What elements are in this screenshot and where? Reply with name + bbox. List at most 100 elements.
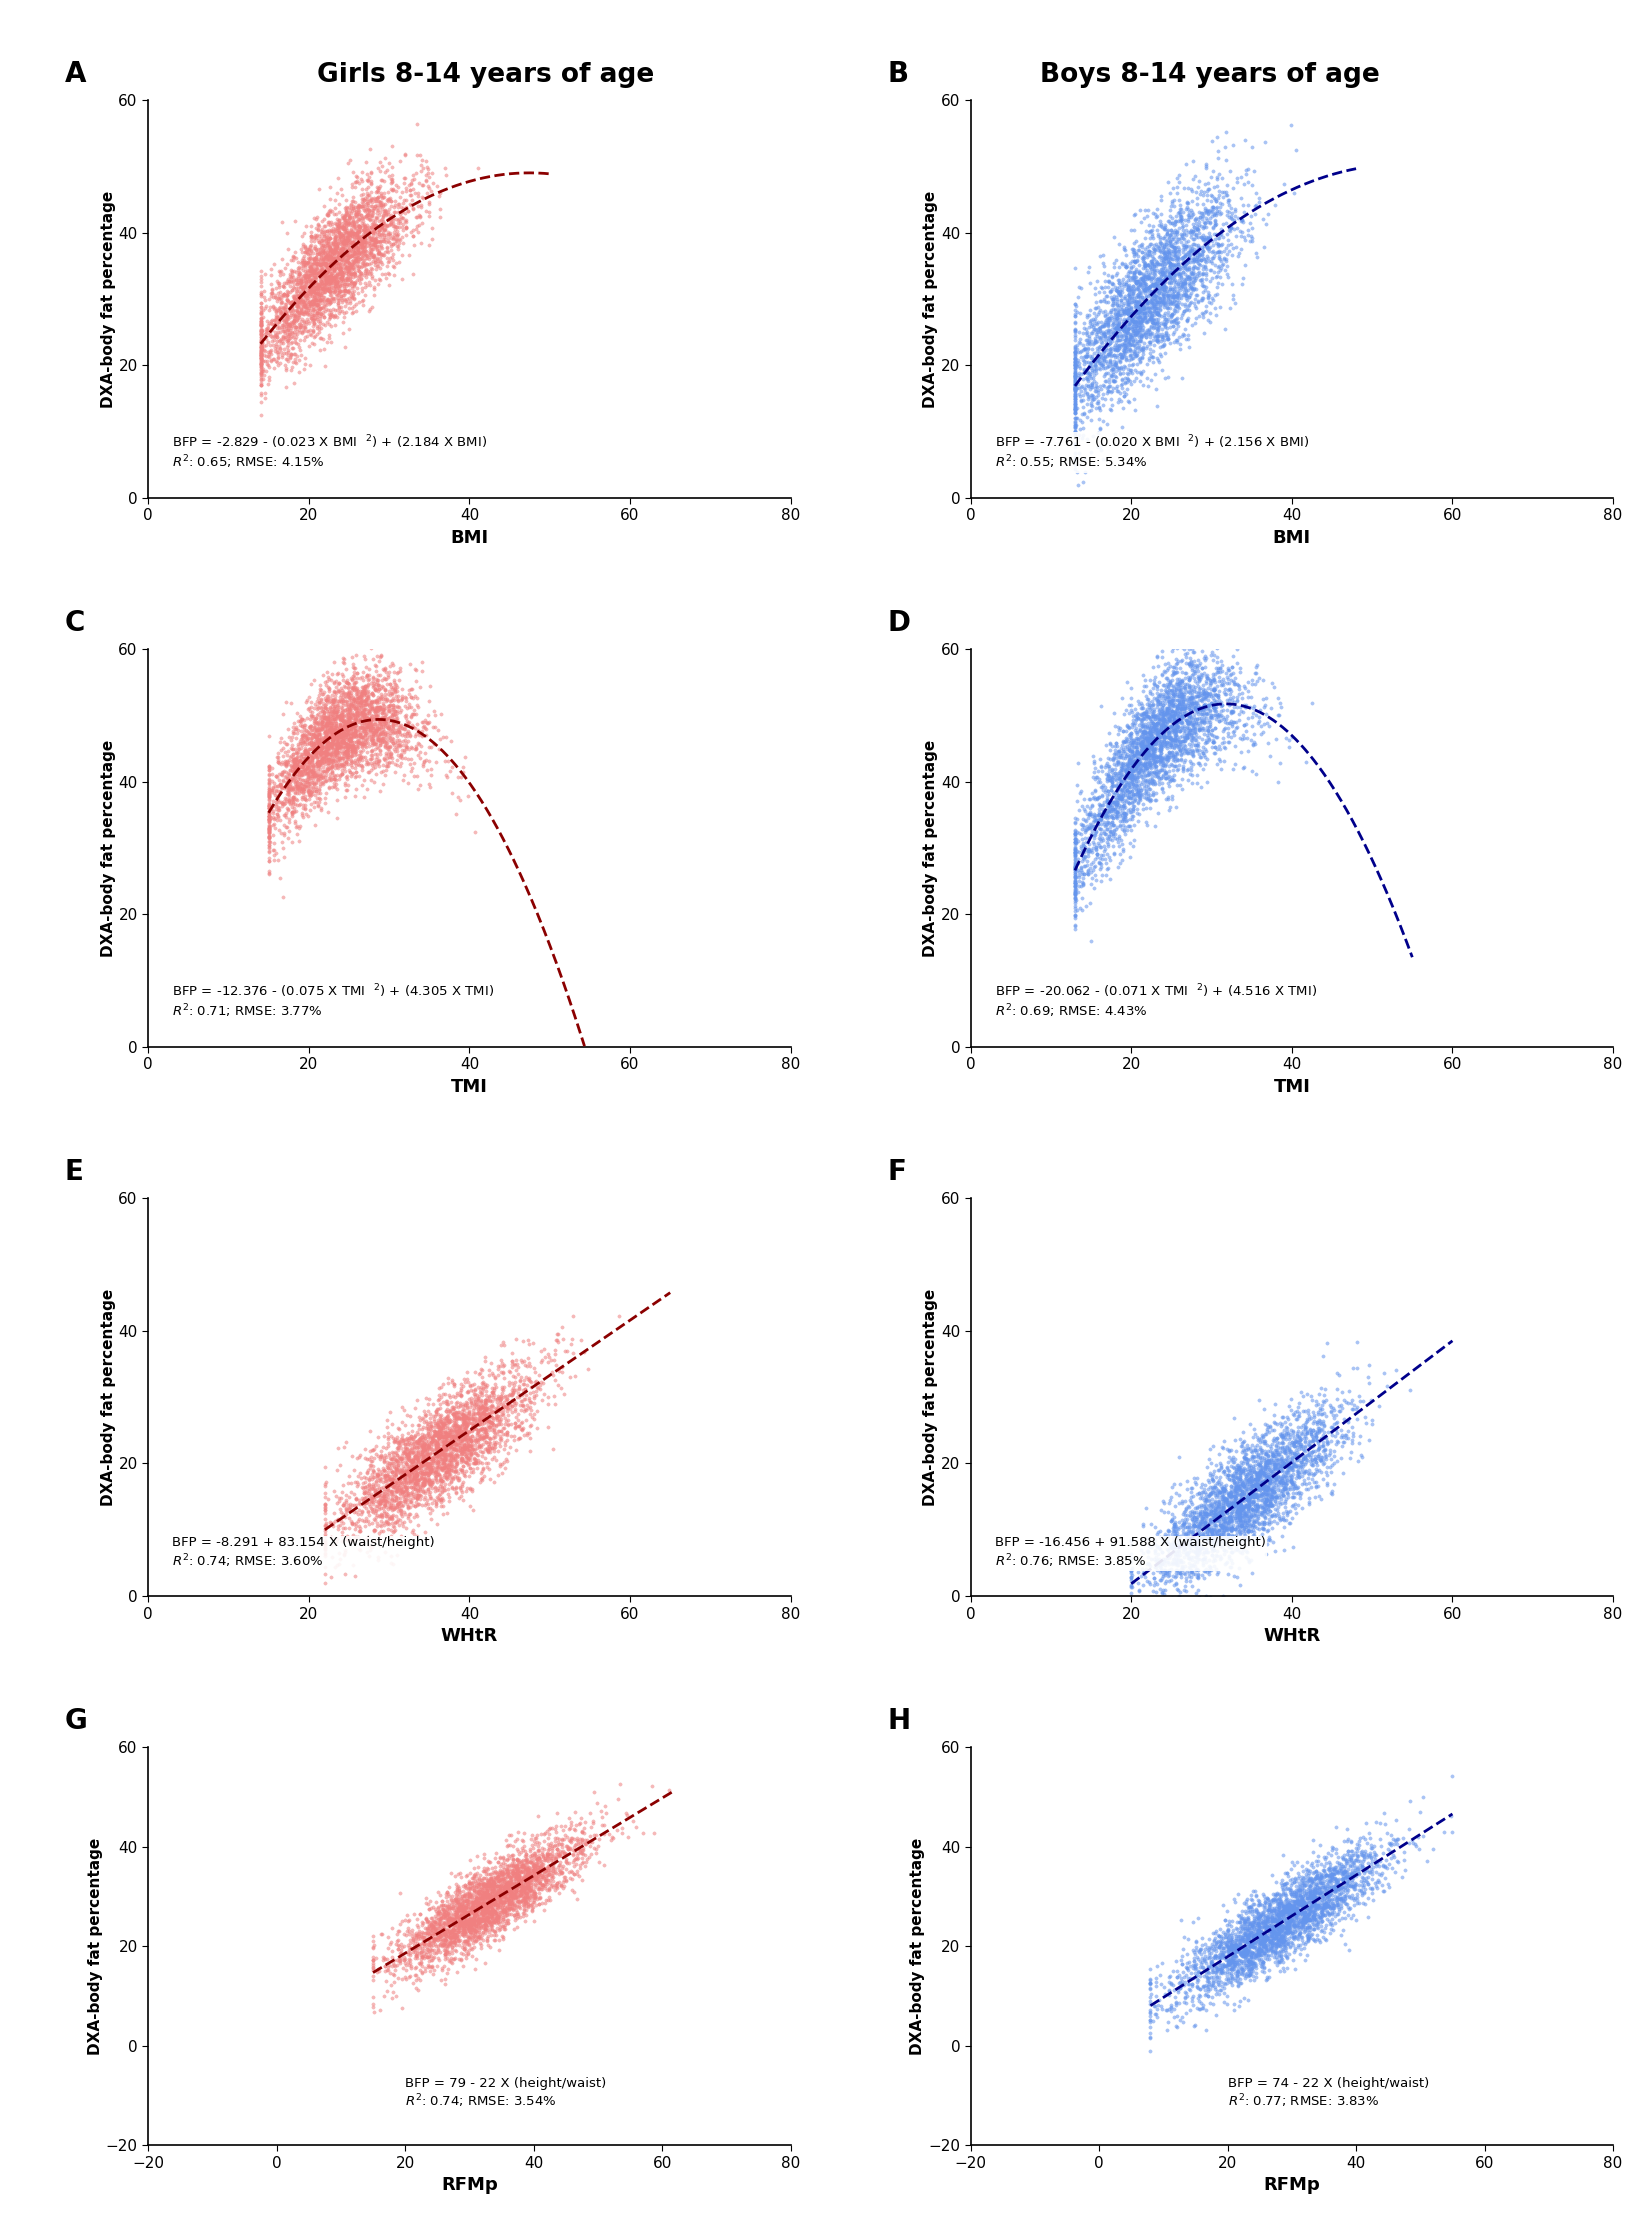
Point xyxy=(1276,1910,1302,1945)
Point xyxy=(514,1841,540,1876)
Point xyxy=(375,705,402,740)
Point xyxy=(314,198,341,233)
Point xyxy=(474,1850,500,1885)
Point xyxy=(463,1443,489,1478)
Point xyxy=(464,1425,491,1461)
Point xyxy=(1254,1443,1281,1478)
Point xyxy=(352,696,379,731)
Point xyxy=(1096,798,1123,834)
Point xyxy=(1244,1894,1271,1930)
Point xyxy=(1139,729,1165,765)
Point xyxy=(1284,1425,1310,1461)
Point xyxy=(509,1405,535,1441)
Point xyxy=(1175,1538,1202,1574)
Point xyxy=(1350,1818,1376,1854)
Point xyxy=(1197,1512,1223,1547)
Point xyxy=(309,227,336,262)
Point xyxy=(466,1420,492,1456)
Point xyxy=(1083,780,1109,816)
Point xyxy=(1072,351,1098,387)
Point xyxy=(1238,1463,1264,1498)
Point xyxy=(1136,233,1162,269)
Point xyxy=(323,229,349,265)
Point xyxy=(1279,720,1305,756)
Point xyxy=(344,698,370,734)
Point xyxy=(1274,1449,1300,1485)
Point xyxy=(280,749,306,785)
Point xyxy=(1159,738,1185,774)
Point xyxy=(356,191,382,227)
Point xyxy=(365,742,392,778)
Point xyxy=(1234,678,1261,714)
Point xyxy=(288,729,314,765)
Point xyxy=(407,767,433,803)
Point xyxy=(1147,267,1174,302)
Point xyxy=(1193,220,1220,256)
Point xyxy=(1203,1523,1230,1558)
Point xyxy=(1101,836,1128,871)
Point xyxy=(415,1903,441,1938)
Point xyxy=(581,1816,607,1852)
Point xyxy=(1274,1881,1300,1916)
Point xyxy=(319,211,346,247)
Point xyxy=(499,1874,525,1910)
Point xyxy=(458,1865,484,1901)
Point xyxy=(1152,209,1179,245)
Point xyxy=(461,1901,487,1936)
Point xyxy=(387,1474,413,1509)
Point xyxy=(1218,1492,1244,1527)
Point xyxy=(1225,669,1251,705)
Point xyxy=(1141,262,1167,298)
Point xyxy=(453,1416,479,1452)
Point xyxy=(477,1425,504,1461)
Point xyxy=(1325,1425,1351,1461)
Point xyxy=(1234,1901,1261,1936)
Point xyxy=(308,789,334,825)
Point xyxy=(1134,293,1160,329)
Point xyxy=(421,1469,448,1505)
Point xyxy=(1355,1825,1381,1861)
Point xyxy=(1154,276,1180,311)
Point xyxy=(431,1432,458,1467)
Point xyxy=(504,1896,530,1932)
Point xyxy=(1195,696,1221,731)
Point xyxy=(1307,1874,1333,1910)
Point xyxy=(258,276,285,311)
Point xyxy=(397,1443,423,1478)
Point xyxy=(499,1854,525,1890)
Point xyxy=(415,1441,441,1476)
Point xyxy=(323,696,349,731)
Point xyxy=(1164,702,1190,738)
Point xyxy=(1170,265,1197,300)
Point xyxy=(372,1454,398,1489)
Point xyxy=(1231,1423,1258,1458)
Point xyxy=(464,1412,491,1447)
Point xyxy=(316,240,342,276)
Point xyxy=(1233,1887,1259,1923)
Point xyxy=(262,302,288,338)
Point xyxy=(344,218,370,253)
Point xyxy=(316,260,342,296)
Point xyxy=(453,1916,479,1952)
Point xyxy=(1279,1445,1305,1481)
Point xyxy=(288,738,314,774)
Point xyxy=(1286,1398,1312,1434)
Point xyxy=(1118,758,1144,794)
Point xyxy=(1136,269,1162,305)
Point xyxy=(471,1400,497,1436)
Point xyxy=(295,240,321,276)
Point xyxy=(339,216,365,251)
Point xyxy=(379,694,405,729)
Point xyxy=(290,736,316,771)
Point xyxy=(495,1865,522,1901)
Point xyxy=(1126,300,1152,336)
Point xyxy=(393,1961,420,1996)
Point xyxy=(1078,436,1104,471)
Point xyxy=(1165,747,1192,782)
Point xyxy=(1154,2003,1180,2038)
Point xyxy=(523,1816,550,1852)
Point xyxy=(537,1816,563,1852)
Point xyxy=(372,1461,398,1496)
Point xyxy=(321,709,347,745)
Point xyxy=(1383,1803,1409,1838)
